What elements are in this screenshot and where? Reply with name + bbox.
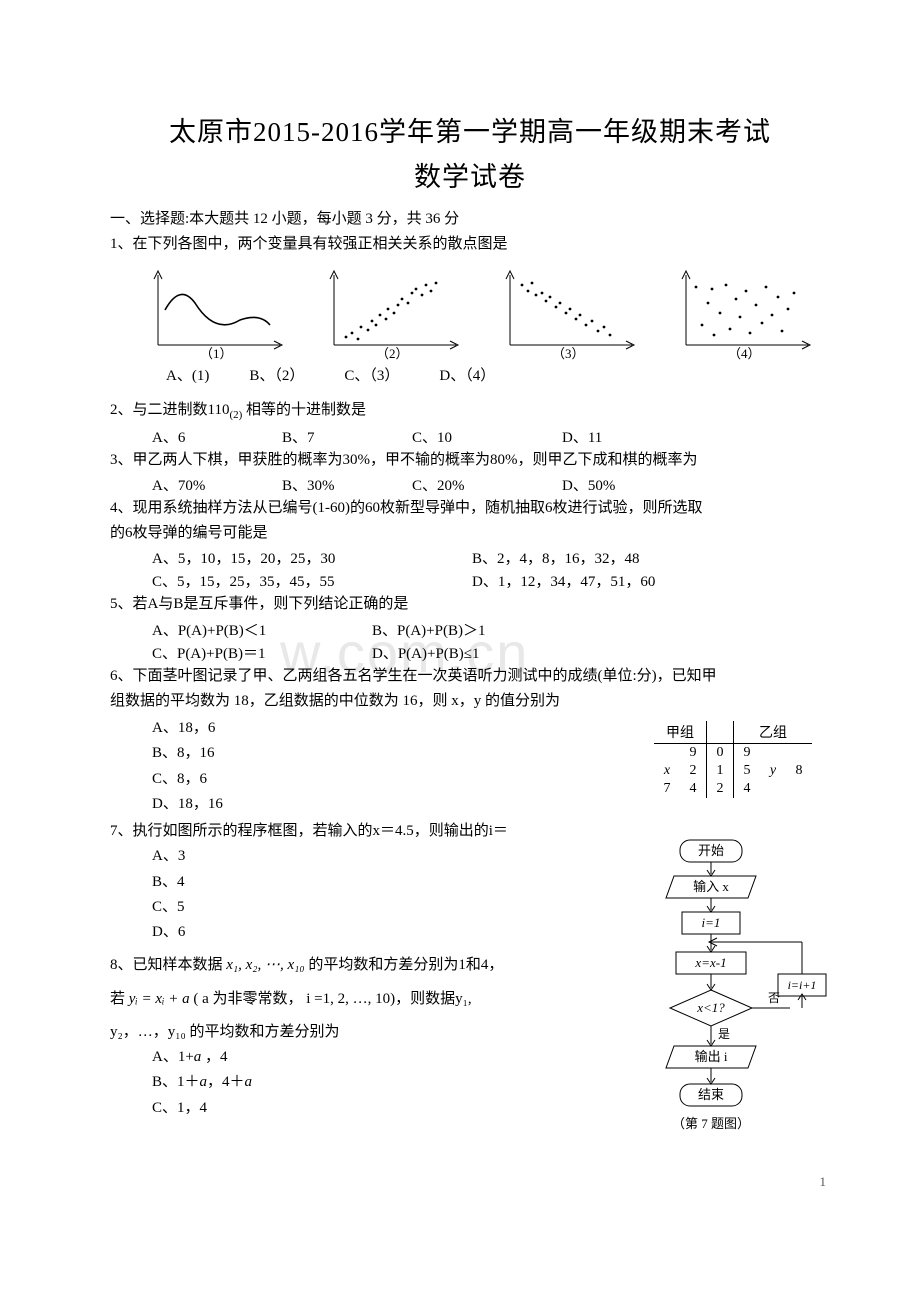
opt: D、1，12，34，47，51，60 xyxy=(472,570,655,591)
fig-label: （3） xyxy=(552,346,585,360)
cell: 7 xyxy=(654,780,680,798)
q3-options: A、70% B、30% C、20% D、50% xyxy=(110,474,830,495)
cell: 5 xyxy=(734,762,761,780)
opt: A、P(A)+P(B)＜1 xyxy=(152,619,372,640)
opt: D、（4） xyxy=(439,364,495,385)
q5-opts-row1: A、P(A)+P(B)＜1 B、P(A)+P(B)＞1 xyxy=(110,619,830,640)
q4-text-l1: 4、现用系统抽样方法从已编号(1-60)的60枚新型导弹中，随机抽取6枚进行试验… xyxy=(110,497,830,520)
flow-init: i=1 xyxy=(702,915,721,930)
cell: 4 xyxy=(734,780,761,798)
doc-title-line2: 数学试卷 xyxy=(110,155,830,194)
opt: B、7 xyxy=(282,426,412,447)
opt: B、4 xyxy=(110,871,604,894)
page-number: 1 xyxy=(110,1174,830,1190)
opt: C、P(A)+P(B)＝1 xyxy=(152,642,372,663)
flow-cond: x<1? xyxy=(696,1000,725,1015)
cell xyxy=(654,744,680,763)
cell: 4 xyxy=(680,780,707,798)
opt: C、5，15，25，35，45，55 xyxy=(152,570,472,591)
q4-text-l2: 的6枚导弹的编号可能是 xyxy=(110,522,830,545)
opt: C、1，4 xyxy=(110,1097,604,1120)
q8-l2: 若 yᵢ = xᵢ + a ( a 为非零常数， i =1, 2, …, 10)… xyxy=(110,988,604,1011)
opt: A、70% xyxy=(152,474,282,495)
opt: B、（2） xyxy=(249,364,304,385)
opt: A、(1) xyxy=(166,364,209,385)
q1-options: A、(1) B、（2） C、（3） D、（4） xyxy=(110,364,830,385)
flow-input: 输入 x xyxy=(693,879,729,894)
opt: A、18，6 xyxy=(110,717,638,740)
opt: A、6 xyxy=(152,426,282,447)
flow-yes: 是 xyxy=(718,1027,730,1041)
scatter-plot-3: （3） xyxy=(492,265,642,360)
q6-text-l1: 6、下面茎叶图记录了甲、乙两组各五名学生在一次英语听力测试中的成绩(单位:分)，… xyxy=(110,665,830,688)
q1-figures: （1） （2） xyxy=(140,265,830,360)
q5-opts-row2: C、P(A)+P(B)＝1 D、P(A)+P(B)≤1 xyxy=(110,642,830,663)
scatter-plot-4: （4） xyxy=(668,265,818,360)
cell xyxy=(786,744,812,763)
q2-text: 2、与二进制数110(2) 相等的十进制数是 xyxy=(110,399,830,424)
scatter-plot-1: （1） xyxy=(140,265,290,360)
stemleaf-hdr-right: 乙组 xyxy=(734,721,813,744)
q3-text: 3、甲乙两人下棋，甲获胜的概率为30%，甲不输的概率为80%，则甲乙下成和棋的概… xyxy=(110,449,830,472)
opt: D、50% xyxy=(562,474,712,495)
stemleaf-hdr-left: 甲组 xyxy=(654,721,707,744)
q2-options: A、6 B、7 C、10 D、11 xyxy=(110,426,830,447)
opt: D、P(A)+P(B)≤1 xyxy=(372,642,480,663)
opt: C、20% xyxy=(412,474,562,495)
cell: 1 xyxy=(707,762,734,780)
scatter-plot-2: （2） xyxy=(316,265,466,360)
opt: B、P(A)+P(B)＞1 xyxy=(372,619,485,640)
opt: B、8，16 xyxy=(110,742,638,765)
opt: A、1+a ，4 xyxy=(110,1046,604,1069)
q7-text: 7、执行如图所示的程序框图，若输入的x＝4.5，则输出的i＝ xyxy=(110,820,604,843)
opt: D、6 xyxy=(110,921,604,944)
q6-text-l2: 组数据的平均数为 18，乙组数据的中位数为 16，则 x，y 的值分别为 xyxy=(110,690,830,713)
flow-end: 结束 xyxy=(698,1087,724,1102)
q8-l3: y₂，…，y₁₀ 的平均数和方差分别为 xyxy=(110,1021,604,1044)
q5-text: 5、若A与B是互斥事件，则下列结论正确的是 xyxy=(110,593,830,616)
doc-title-line1: 太原市2015-2016学年第一学期高一年级期末考试 xyxy=(110,110,830,149)
opt: A、3 xyxy=(110,845,604,868)
flow-start: 开始 xyxy=(698,843,724,858)
q4-opts-row1: A、5，10，15，20，25，30 B、2，4，8，16，32，48 xyxy=(110,547,830,568)
fig-label: （4） xyxy=(728,346,761,360)
opt: C、10 xyxy=(412,426,562,447)
cell: 2 xyxy=(680,762,707,780)
cell: 8 xyxy=(786,762,812,780)
q1-text: 1、在下列各图中，两个变量具有较强正相关关系的散点图是 xyxy=(110,233,830,256)
cell: 9 xyxy=(734,744,761,763)
opt: C、（3） xyxy=(344,364,399,385)
opt: D、18，16 xyxy=(110,793,638,816)
cell xyxy=(786,780,812,798)
opt: C、8，6 xyxy=(110,768,638,791)
q8-l1: 8、已知样本数据 x₁, x₂, ⋯, x₁₀ 的平均数和方差分别为1和4， xyxy=(110,954,604,977)
flowchart: 开始 输入 x i=1 x=x-1 xyxy=(620,834,830,1144)
fig-label: （1） xyxy=(200,346,233,360)
flow-step: x=x-1 xyxy=(694,955,726,970)
cell: 0 xyxy=(707,744,734,763)
opt: B、2，4，8，16，32，48 xyxy=(472,547,640,568)
opt: B、30% xyxy=(282,474,412,495)
flow-caption: （第 7 题图） xyxy=(672,1116,750,1131)
cell: y xyxy=(760,762,786,780)
flow-out: 输出 i xyxy=(695,1049,728,1064)
cell: x xyxy=(654,762,680,780)
section-header: 一、选择题:本大题共 12 小题，每小题 3 分，共 36 分 xyxy=(110,208,830,231)
fig-label: （2） xyxy=(376,346,409,360)
stem-leaf-table: 甲组 乙组 9 0 9 x 2 1 xyxy=(654,721,812,798)
q4-opts-row2: C、5，15，25，35，45，55 D、1，12，34，47，51，60 xyxy=(110,570,830,591)
opt: B、1＋a，4＋a xyxy=(110,1071,604,1094)
cell: 2 xyxy=(707,780,734,798)
opt: D、11 xyxy=(562,426,712,447)
opt: A、5，10，15，20，25，30 xyxy=(152,547,472,568)
opt: C、5 xyxy=(110,896,604,919)
flow-inc: i=i+1 xyxy=(788,978,817,992)
cell xyxy=(760,744,786,763)
cell: 9 xyxy=(680,744,707,763)
cell xyxy=(760,780,786,798)
